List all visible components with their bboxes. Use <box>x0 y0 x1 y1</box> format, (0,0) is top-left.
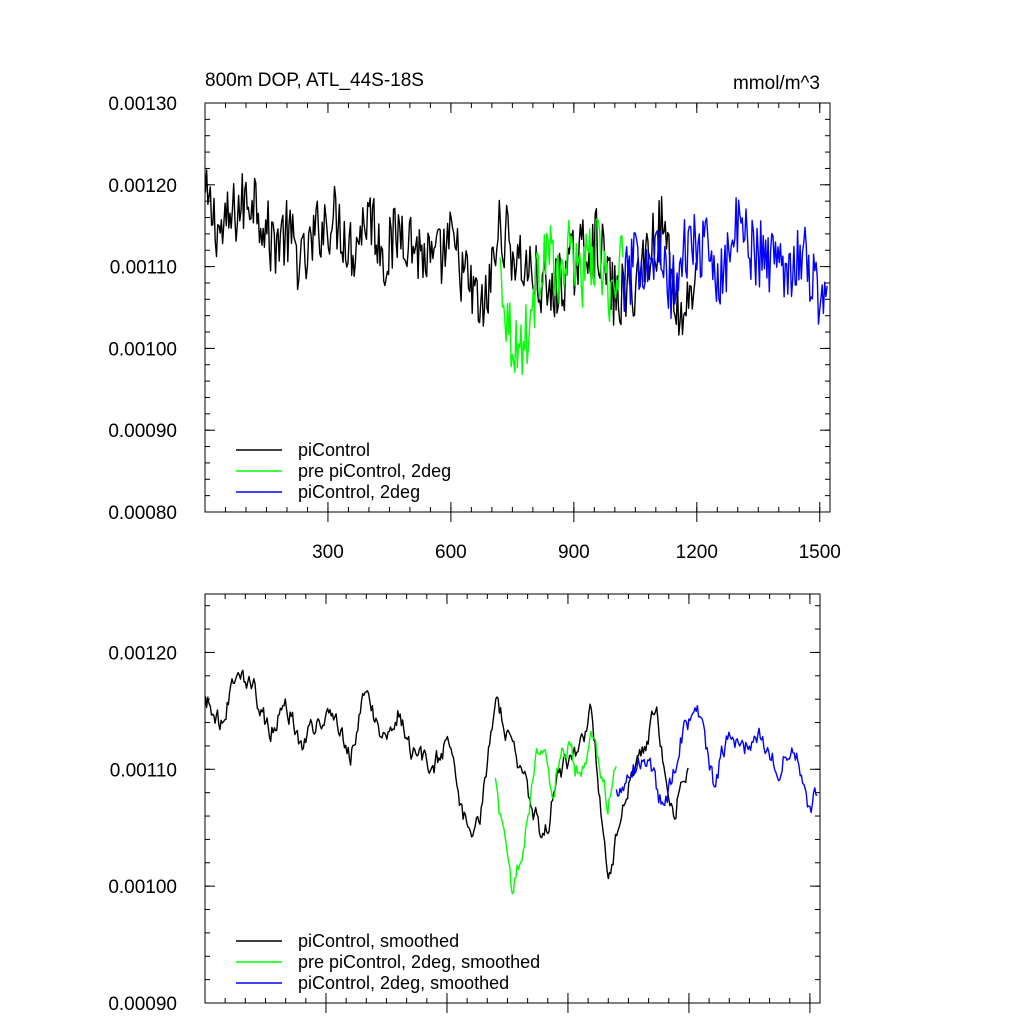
chart2-series-line-2 <box>494 730 617 895</box>
chart1-legend-label-1: piControl <box>298 440 370 460</box>
chart1-y-tick-label: 0.00080 <box>108 503 177 524</box>
chart2-legend-label-3: piControl, 2deg, smoothed <box>298 973 509 993</box>
chart2-y-tick-label: 0.00100 <box>108 877 177 898</box>
chart1-x-tick-label: 1500 <box>799 542 841 563</box>
chart1-title: 800m DOP, ATL_44S-18S <box>205 70 424 91</box>
chart1-x-tick-label: 600 <box>435 542 467 563</box>
chart2-legend-label-1: piControl, smoothed <box>298 931 459 951</box>
chart2-y-tick-label: 0.00110 <box>110 760 177 781</box>
chart1-x-tick-label: 300 <box>312 542 344 563</box>
chart1-y-tick-label: 0.00100 <box>108 339 177 360</box>
chart1-y-tick-label: 0.00120 <box>108 176 177 197</box>
chart1-y-tick-label: 0.00130 <box>108 94 177 115</box>
chart1-series-line-1 <box>204 169 697 336</box>
chart1-x-tick-label: 1200 <box>676 542 718 563</box>
chart2-y-tick-label: 0.00090 <box>108 994 177 1015</box>
chart1-x-tick-label: 900 <box>558 542 590 563</box>
chart2-y-tick-label: 0.00120 <box>108 643 177 664</box>
chart2-plot-frame <box>204 593 821 1004</box>
chart1-legend-label-2: pre piControl, 2deg <box>298 461 451 481</box>
chart1-plot-frame <box>204 102 831 513</box>
chart2-series-line-3 <box>615 705 818 814</box>
chart1-legend-label-3: piControl, 2deg <box>298 482 420 502</box>
chart2-series-line-1 <box>204 669 689 880</box>
chart2-legend-label-2: pre piControl, 2deg, smoothed <box>298 952 540 972</box>
chart1-series-line-2 <box>499 217 624 376</box>
chart1-y-tick-label: 0.00090 <box>108 421 177 442</box>
chart1-series-line-3 <box>622 197 828 325</box>
chart1-units-label: mmol/m^3 <box>733 73 820 94</box>
chart1-y-tick-label: 0.00110 <box>110 258 177 279</box>
